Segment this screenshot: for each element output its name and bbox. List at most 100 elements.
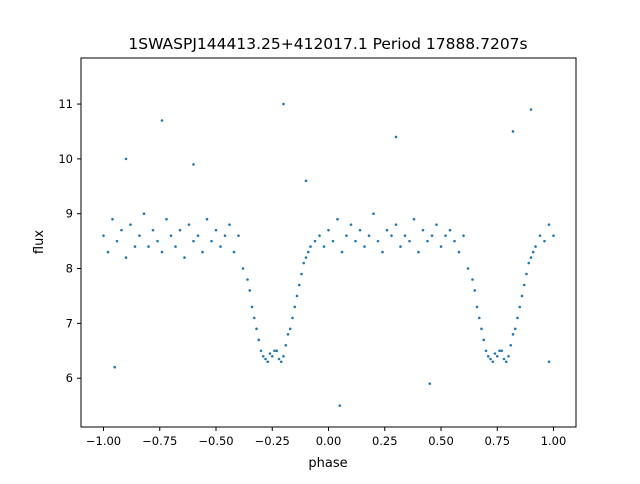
y-tick-label: 8 [66,262,73,276]
data-point [547,360,551,364]
data-point [511,130,515,133]
data-point [403,234,407,237]
data-point [448,228,452,232]
data-point [477,316,481,320]
data-point [266,360,270,364]
data-point [115,239,119,243]
data-point [491,360,495,364]
data-point [345,234,348,237]
data-point [482,338,486,342]
data-point [201,250,204,254]
data-point [552,234,555,237]
data-point [129,223,132,226]
data-point [228,223,231,226]
data-point [453,239,456,243]
data-point [133,245,137,248]
data-point [160,119,164,122]
data-point [504,360,508,364]
y-axis-label: flux [32,230,47,254]
data-point [300,272,303,276]
data-point [516,316,519,320]
data-point [484,349,488,353]
x-tick-label: −0.50 [198,434,233,448]
data-point [318,234,321,237]
data-point [412,217,416,221]
x-tick-label: 0.75 [484,434,510,448]
data-point [513,327,517,331]
data-point [336,217,339,221]
data-point [282,354,285,358]
y-tick-label: 9 [66,207,73,221]
x-tick-label: −0.25 [255,434,290,448]
data-point [124,157,128,161]
data-point [486,354,490,358]
data-point [309,245,312,248]
data-point [232,250,236,254]
data-point [322,245,326,248]
data-point [473,289,477,292]
data-point [525,272,528,276]
data-point [502,357,506,361]
plot-frame [80,57,577,428]
data-point [354,239,357,243]
chart-title: 1SWASPJ144413.25+412017.1 Period 17888.7… [128,35,527,53]
data-point [520,294,524,298]
data-point [518,305,522,309]
data-point [277,357,281,361]
data-point [498,349,501,353]
data-point [363,245,366,248]
data-point [286,333,290,336]
x-axis: −1.00 −0.75 −0.50 −0.25 0.00 0.25 0.50 0.75 1.00 [86,427,566,448]
data-point [192,239,195,243]
data-point [527,261,531,265]
data-point [522,283,526,287]
data-point [261,354,265,358]
data-point [495,354,499,358]
data-point [165,217,168,221]
data-point [205,217,209,221]
data-point [151,228,155,232]
data-point [534,245,537,248]
y-tick-label: 6 [66,371,73,385]
data-point [268,352,272,355]
data-point [270,354,274,358]
data-point [111,217,114,221]
data-point [273,349,276,353]
data-point [178,228,182,232]
data-point [358,228,362,232]
data-point [214,228,218,232]
data-point [187,223,191,226]
data-point [428,382,432,385]
data-point [394,223,398,226]
data-point [511,333,515,336]
data-point [120,228,123,232]
data-point [113,365,117,369]
data-point [302,261,306,265]
data-point [327,228,330,232]
data-point [192,163,195,166]
data-point [430,234,434,237]
y-tick-label: 10 [58,152,73,166]
data-point [196,234,200,237]
data-point [426,239,429,243]
data-point [174,245,177,248]
data-point [547,223,551,226]
data-point [531,250,535,254]
x-tick-label: −1.00 [86,434,121,448]
data-point [257,338,261,342]
data-point [304,256,308,259]
data-point [250,305,254,309]
data-point [529,256,533,259]
data-point [372,212,375,216]
y-tick-label: 11 [58,97,73,111]
data-point [219,245,222,248]
x-tick-label: 0.25 [372,434,398,448]
data-point [500,349,504,353]
data-point [529,108,533,111]
data-point [543,239,546,243]
y-tick-label: 7 [66,316,73,330]
data-point [475,305,479,309]
data-point [493,352,497,355]
data-point [462,234,465,237]
data-point [255,327,258,331]
